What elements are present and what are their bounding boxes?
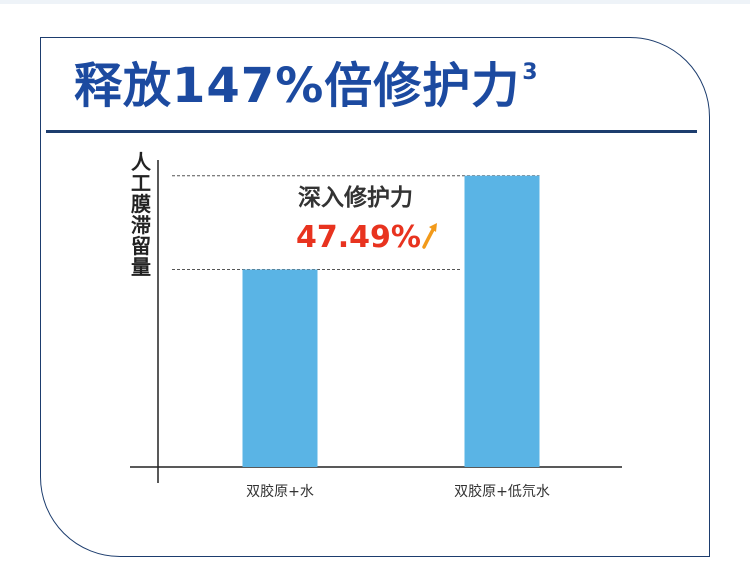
title-rule — [46, 130, 697, 133]
title-text: 释放147%倍修护力 — [74, 58, 521, 114]
title-superscript: 3 — [522, 60, 539, 85]
top-strip — [0, 0, 750, 4]
annotation-value: 47.49% — [296, 220, 421, 255]
category-label-2: 双胶原+低氘水 — [454, 483, 550, 500]
up-arrow-icon — [422, 223, 437, 249]
bar-2 — [464, 175, 540, 467]
page-title: 释放147%倍修护力3 — [74, 58, 539, 116]
category-label-1: 双胶原+水 — [246, 483, 314, 500]
category-labels: 双胶原+水 双胶原+低氘水 — [246, 483, 550, 500]
y-axis-label: 人工膜滞留量 — [131, 150, 151, 279]
bar-1 — [242, 269, 318, 467]
bars-group — [242, 175, 540, 467]
card-frame — [40, 37, 710, 557]
annotation-label: 深入修护力 — [298, 185, 413, 211]
